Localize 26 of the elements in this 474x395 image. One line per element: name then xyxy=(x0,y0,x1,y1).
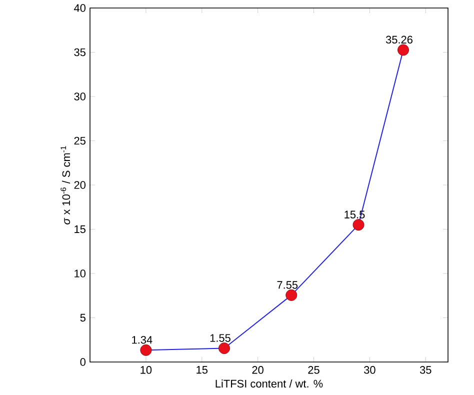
y-axis-title: σ x 10$^{-6}$ / S cm$^{-1}$ xyxy=(60,146,70,224)
y-tick-label: 15 xyxy=(74,225,86,234)
x-tick-label: 35 xyxy=(420,366,432,374)
y-tick-label: 20 xyxy=(74,181,86,189)
x-tick-label: 10 xyxy=(140,366,152,374)
point xyxy=(352,219,364,231)
point xyxy=(286,289,298,301)
text: 1.34 xyxy=(132,336,152,344)
y-tick-label: 0 xyxy=(80,358,86,366)
point xyxy=(140,344,152,356)
x-tick-label: 15 xyxy=(196,366,208,374)
text: 7.55 xyxy=(277,281,298,289)
x-tick-label: 30 xyxy=(364,366,376,374)
x-axis-title: LiTFSI content / wt. % xyxy=(216,380,323,388)
point xyxy=(398,44,410,56)
text: 35.26 xyxy=(386,36,412,44)
y-tick-label: 5 xyxy=(80,314,86,322)
y-tick-label: 35 xyxy=(74,48,86,56)
x-tick-label: 20 xyxy=(252,366,264,374)
y-tick-label: 30 xyxy=(74,92,86,100)
point xyxy=(218,342,230,354)
y-tick-label: 25 xyxy=(74,136,86,145)
x-tick-label: 25 xyxy=(308,366,320,374)
y-tick-label: 10 xyxy=(74,270,86,278)
text: 1.55 xyxy=(210,334,230,342)
y-tick-label: 40 xyxy=(74,4,86,12)
